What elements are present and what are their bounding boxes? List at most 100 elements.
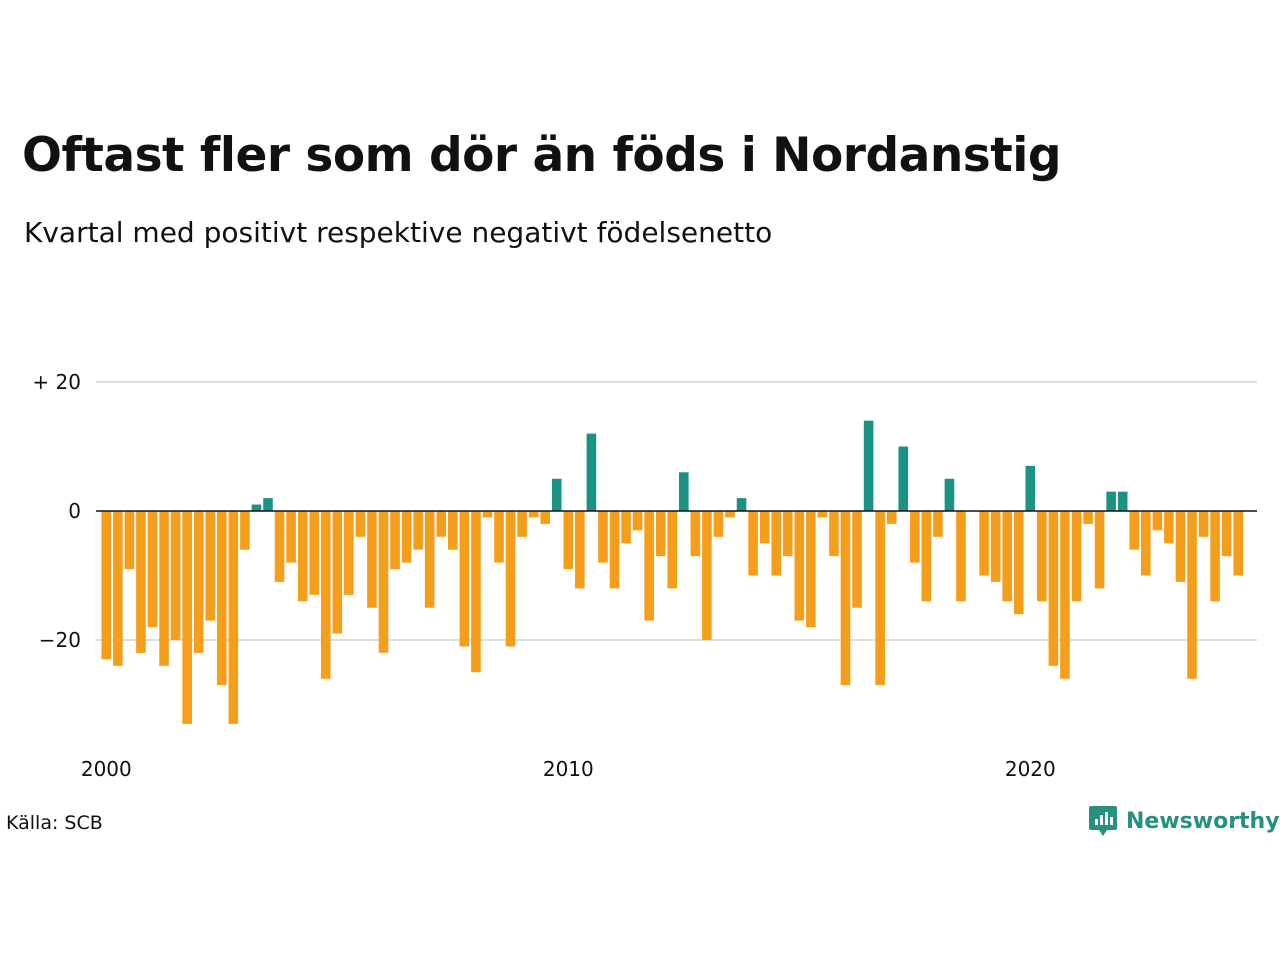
- bar-positive: [251, 504, 262, 511]
- bar-negative: [1164, 511, 1174, 544]
- bar-negative: [1037, 511, 1047, 602]
- y-tick-label: + 20: [32, 370, 81, 394]
- bar-negative: [598, 511, 608, 563]
- bar-negative: [113, 511, 123, 666]
- chart-subtitle: Kvartal med positivt respektive negativt…: [24, 216, 773, 249]
- bar-negative: [528, 511, 539, 518]
- bar-negative: [344, 511, 354, 595]
- bar-positive: [898, 446, 909, 511]
- bar-negative: [771, 511, 781, 576]
- bar-negative: [540, 511, 550, 524]
- bar-negative: [644, 511, 654, 621]
- bar-negative: [1048, 511, 1059, 666]
- bar-negative: [1175, 511, 1186, 582]
- newsworthy-logo-icon: [1089, 806, 1117, 836]
- bar-negative: [459, 511, 470, 647]
- bar-negative: [436, 511, 447, 537]
- bar-negative: [609, 511, 620, 589]
- bar-negative: [1187, 511, 1197, 679]
- x-tick-label: 2000: [81, 757, 132, 781]
- bar-negative: [921, 511, 932, 602]
- bar-negative: [655, 511, 666, 557]
- x-tick-label: 2020: [1005, 757, 1056, 781]
- bar-positive: [1106, 491, 1116, 511]
- bar-negative: [286, 511, 296, 563]
- bar-negative: [193, 511, 204, 653]
- bar-negative: [748, 511, 758, 576]
- bar-negative: [1060, 511, 1070, 679]
- bar-negative: [424, 511, 435, 608]
- bar-negative: [782, 511, 793, 557]
- bar-negative: [170, 511, 181, 640]
- bar-positive: [944, 478, 955, 511]
- bar-negative: [563, 511, 574, 570]
- bar-negative: [101, 511, 112, 660]
- bar-negative: [332, 511, 343, 634]
- bar-negative: [274, 511, 285, 582]
- bar-negative: [401, 511, 412, 563]
- chart-title: Oftast fler som dör än föds i Nordanstig: [22, 128, 1062, 183]
- bar-negative: [817, 511, 828, 518]
- bar-negative: [852, 511, 862, 608]
- bar-negative: [297, 511, 308, 602]
- bar-negative: [759, 511, 770, 544]
- bar-chart: + 20 0 −20 2000 2010 2020: [32, 370, 1257, 781]
- bar-negative: [1221, 511, 1232, 557]
- bar-negative: [124, 511, 135, 570]
- bar-negative: [725, 511, 735, 518]
- bar-negative: [886, 511, 897, 524]
- bar-negative: [309, 511, 319, 595]
- bar-negative: [702, 511, 712, 640]
- bar-negative: [240, 511, 250, 550]
- bar-negative: [355, 511, 366, 537]
- bar-negative: [690, 511, 701, 557]
- bar-negative: [505, 511, 516, 647]
- bar-negative: [448, 511, 458, 550]
- bar-negative: [217, 511, 227, 686]
- bar-negative: [956, 511, 966, 602]
- bar-negative: [1210, 511, 1220, 602]
- bar-positive: [551, 478, 562, 511]
- bar-negative: [136, 511, 146, 653]
- bar-negative: [494, 511, 504, 563]
- bar-negative: [205, 511, 216, 621]
- bar-negative: [1129, 511, 1140, 550]
- bar-positive: [736, 498, 747, 511]
- bar-negative: [378, 511, 389, 653]
- source-note: Källa: SCB: [6, 812, 103, 834]
- bar-negative: [829, 511, 839, 557]
- bar-negative: [1013, 511, 1024, 615]
- bar-negative: [933, 511, 943, 537]
- bar-negative: [147, 511, 158, 628]
- brand-logo: Newsworthy: [1088, 804, 1280, 838]
- axis: + 20 0 −20 2000 2010 2020: [32, 370, 1257, 781]
- bars: [101, 420, 1243, 724]
- bar-negative: [840, 511, 851, 686]
- y-tick-label: 0: [68, 499, 81, 523]
- bar-positive: [1025, 465, 1036, 511]
- bar-negative: [482, 511, 493, 518]
- bar-negative: [471, 511, 481, 673]
- bar-negative: [875, 511, 885, 686]
- bar-negative: [159, 511, 169, 666]
- bar-negative: [794, 511, 805, 621]
- bar-negative: [667, 511, 678, 589]
- bar-negative: [413, 511, 423, 550]
- bar-negative: [713, 511, 724, 537]
- bar-negative: [390, 511, 400, 570]
- bar-negative: [182, 511, 192, 724]
- bar-negative: [1233, 511, 1243, 576]
- bar-negative: [632, 511, 643, 531]
- bar-negative: [621, 511, 631, 544]
- bar-positive: [586, 433, 597, 511]
- bar-negative: [1071, 511, 1082, 602]
- bar-positive: [863, 420, 874, 511]
- bar-negative: [1002, 511, 1012, 602]
- y-tick-label: −20: [39, 628, 81, 652]
- bar-negative: [1152, 511, 1163, 531]
- bar-negative: [1198, 511, 1209, 537]
- bar-positive: [679, 472, 689, 511]
- bar-negative: [1094, 511, 1105, 589]
- bar-negative: [806, 511, 816, 628]
- bar-negative: [1141, 511, 1151, 576]
